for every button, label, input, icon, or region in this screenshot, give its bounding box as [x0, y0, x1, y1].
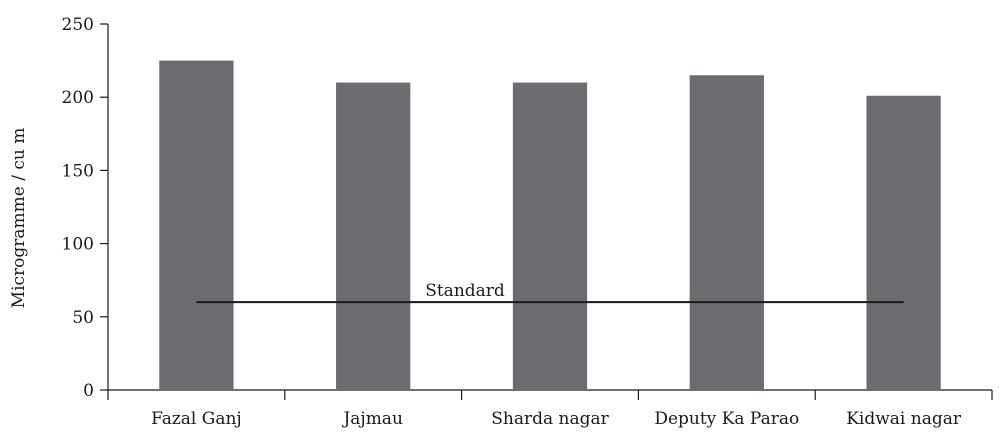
x-category-label: Fazal Ganj: [151, 409, 242, 429]
x-category-label: Jajmau: [341, 409, 402, 429]
bar: [512, 82, 588, 390]
x-category-label: Kidwai nagar: [846, 409, 962, 429]
x-category-label: Deputy Ka Parao: [654, 409, 799, 429]
x-axis: Fazal Ganj Jajmau Sharda nagar Deputy Ka Pa…: [107, 389, 993, 429]
y-tick-label: 100: [62, 235, 94, 255]
bar: [336, 82, 411, 390]
y-tick-label: 250: [62, 15, 94, 35]
y-tick-label: 200: [62, 88, 94, 108]
y-tick-label: 150: [62, 161, 94, 181]
reference-line-group: Standard: [196, 281, 904, 304]
bar: [159, 60, 234, 390]
y-tick-label: 50: [72, 308, 94, 328]
y-axis-title: Microgramme / cu m: [9, 128, 29, 309]
bar: [689, 75, 764, 391]
y-axis: 0 50 100 150 200 250: [62, 15, 109, 401]
bar: [866, 95, 941, 391]
x-category-label: Sharda nagar: [491, 409, 609, 429]
standard-line-label: Standard: [425, 281, 505, 301]
bars: [159, 60, 941, 391]
y-tick-label: 0: [83, 381, 94, 401]
